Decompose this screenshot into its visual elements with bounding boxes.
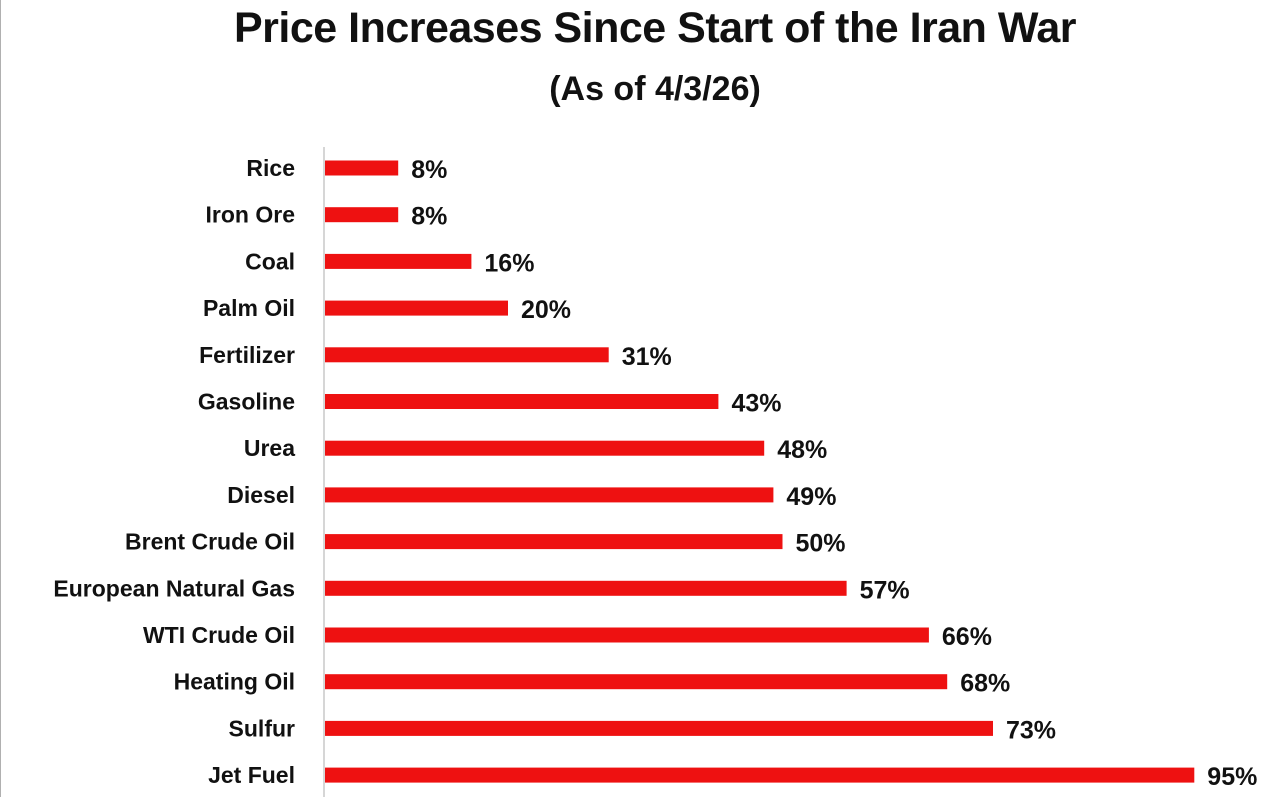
category-label-palm-oil: Palm Oil [203, 295, 295, 321]
bar-jet-fuel [325, 767, 1195, 783]
bar-fertilizer [325, 347, 609, 363]
value-label-urea: 48% [777, 436, 827, 464]
category-labels: Rice Iron Ore Coal Palm Oil Fertilizer Gasoli… [53, 155, 295, 788]
bar-sulfur [325, 720, 993, 736]
bar-coal [325, 253, 472, 269]
bars-group [325, 160, 1195, 783]
chart-title: Price Increases Since Start of the Iran … [233, 4, 1077, 52]
value-label-jet-fuel: 95% [1207, 763, 1257, 791]
category-label-diesel: Diesel [227, 482, 295, 508]
category-label-iron-ore: Iron Ore [206, 202, 295, 228]
category-label-coal: Coal [245, 248, 295, 274]
chart-subtitle: (As of 4/3/26) [549, 70, 761, 108]
bar-urea [325, 440, 765, 456]
value-label-sulfur: 73% [1006, 716, 1056, 744]
value-label-gasoline: 43% [732, 390, 782, 418]
bar-diesel [325, 487, 774, 503]
bar-palm-oil [325, 300, 508, 316]
category-label-urea: Urea [244, 435, 295, 461]
value-label-heating-oil: 68% [960, 670, 1010, 698]
value-label-diesel: 49% [786, 483, 836, 511]
category-label-rice: Rice [246, 155, 295, 181]
category-label-fertilizer: Fertilizer [199, 342, 295, 368]
bar-european-natural-gas [325, 580, 847, 596]
bar-brent-crude-oil [325, 534, 783, 550]
value-labels: 8% 8% 16% 20% 31% 43% 48% 49% 50% 57% 66% 68% 73% 95% [411, 156, 1257, 791]
bar-rice [325, 160, 399, 176]
value-label-fertilizer: 31% [622, 343, 672, 371]
value-label-rice: 8% [411, 156, 447, 184]
bar-heating-oil [325, 674, 948, 690]
value-label-wti-crude-oil: 66% [942, 623, 992, 651]
value-label-brent-crude-oil: 50% [796, 530, 846, 558]
category-label-sulfur: Sulfur [229, 715, 295, 741]
category-label-heating-oil: Heating Oil [174, 669, 295, 695]
value-label-european-natural-gas: 57% [860, 576, 910, 604]
bar-iron-ore [325, 207, 399, 223]
value-label-iron-ore: 8% [411, 203, 447, 231]
category-label-gasoline: Gasoline [198, 389, 295, 415]
bar-wti-crude-oil [325, 627, 929, 643]
category-label-european-natural-gas: European Natural Gas [53, 575, 295, 601]
value-label-coal: 16% [484, 249, 534, 277]
value-label-palm-oil: 20% [521, 296, 571, 324]
category-label-wti-crude-oil: WTI Crude Oil [143, 622, 295, 648]
category-label-brent-crude-oil: Brent Crude Oil [125, 529, 295, 555]
category-label-jet-fuel: Jet Fuel [208, 762, 295, 788]
bar-gasoline [325, 394, 719, 409]
